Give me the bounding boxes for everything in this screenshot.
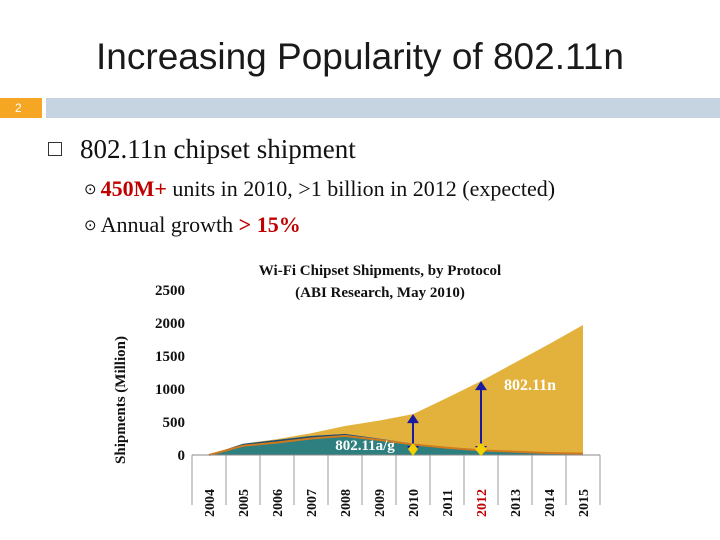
x-tick-label-2012: 2012 bbox=[475, 489, 490, 517]
x-tick-label-2013: 2013 bbox=[509, 489, 524, 517]
bullet-main-text: 802.11n chipset shipment bbox=[80, 134, 356, 164]
y-tick-label-500: 500 bbox=[163, 415, 186, 431]
slide-number: 2 bbox=[15, 101, 22, 115]
header-divider-bar bbox=[46, 98, 720, 118]
y-tick-label-1500: 1500 bbox=[155, 349, 185, 365]
units-highlight: 450M+ bbox=[100, 176, 167, 201]
square-bullet-icon bbox=[48, 142, 62, 156]
x-tick-label-2009: 2009 bbox=[373, 489, 388, 517]
bullet-main: 802.11n chipset shipment bbox=[48, 134, 356, 165]
arrow-2012-head-top bbox=[475, 381, 487, 391]
chart-title-line2: (ABI Research, May 2010) bbox=[295, 285, 465, 301]
x-tick-label-2006: 2006 bbox=[271, 489, 286, 517]
y-tick-label-0: 0 bbox=[178, 448, 186, 464]
series-line-802-11ag bbox=[208, 434, 584, 456]
growth-text: Annual growth bbox=[100, 212, 239, 237]
x-tick-label-2010: 2010 bbox=[407, 489, 422, 517]
circled-bullet-icon: ⊙ bbox=[84, 182, 97, 198]
x-tick-label-2015: 2015 bbox=[577, 489, 592, 517]
label-802-11ag: 802.11a/g bbox=[335, 438, 395, 454]
x-tick-label-2004: 2004 bbox=[203, 489, 218, 517]
series-area-802-11ag bbox=[209, 435, 583, 455]
marker-2012-diamond bbox=[475, 443, 487, 456]
y-tick-label-2500: 2500 bbox=[155, 283, 185, 299]
label-802-11n: 802.11n bbox=[504, 377, 556, 394]
bullet-sub-2: ⊙ Annual growth > 15% bbox=[84, 212, 301, 238]
chart-title-line1: Wi-Fi Chipset Shipments, by Protocol bbox=[259, 263, 501, 279]
y-tick-label-1000: 1000 bbox=[155, 382, 185, 398]
bullet-sub-1: ⊙ 450M+ units in 2010, >1 billion in 2012… bbox=[84, 176, 555, 202]
arrow-2010-head-top bbox=[407, 414, 419, 424]
y-tick-label-2000: 2000 bbox=[155, 316, 185, 332]
y-axis-label: Shipments (Million) bbox=[113, 336, 129, 464]
circled-bullet-icon: ⊙ bbox=[84, 218, 97, 234]
growth-highlight: > 15% bbox=[238, 212, 301, 237]
series-area-802-11n bbox=[209, 324, 583, 455]
x-tick-label-2008: 2008 bbox=[339, 489, 354, 517]
x-tick-label-2007: 2007 bbox=[305, 489, 320, 517]
marker-2010-diamond bbox=[408, 443, 418, 456]
slide-header-bar: 2 bbox=[0, 98, 720, 118]
units-text: units in 2010, >1 billion in 2012 (expec… bbox=[166, 176, 556, 201]
x-tick-label-2011: 2011 bbox=[441, 489, 456, 516]
x-tick-label-2014: 2014 bbox=[543, 489, 558, 517]
slide-title: Increasing Popularity of 802.11n bbox=[96, 36, 624, 77]
slide-number-badge: 2 bbox=[0, 98, 42, 118]
x-tick-label-2005: 2005 bbox=[237, 489, 252, 517]
